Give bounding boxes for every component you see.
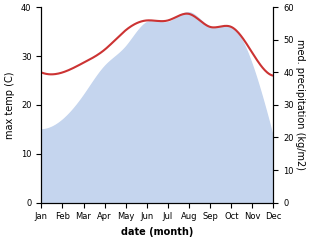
Y-axis label: med. precipitation (kg/m2): med. precipitation (kg/m2) [295, 40, 305, 170]
Y-axis label: max temp (C): max temp (C) [5, 71, 16, 139]
X-axis label: date (month): date (month) [121, 227, 194, 237]
